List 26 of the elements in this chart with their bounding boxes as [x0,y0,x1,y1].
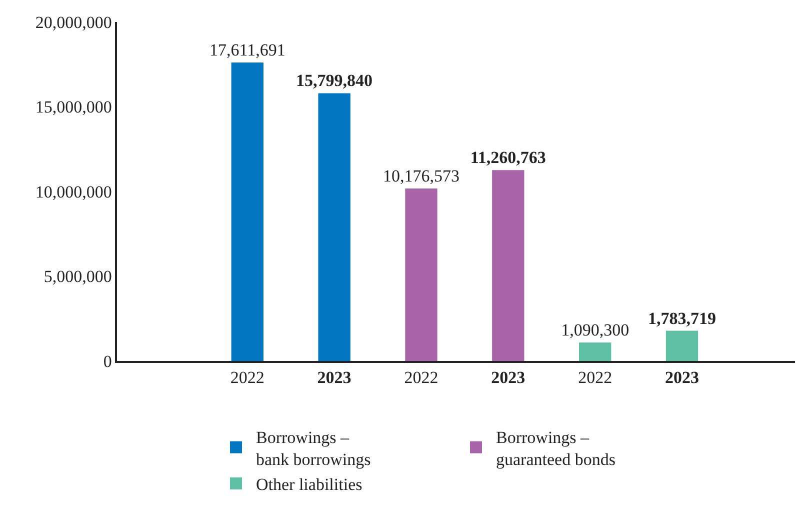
legend-label: Borrowings – bank borrowings [256,428,371,469]
y-tick-label: 20,000,000 [35,12,112,32]
bar [231,62,264,361]
legend-label: Borrowings – guaranteed bonds [496,428,616,469]
data-label: 1,090,300 [561,320,630,340]
y-tick-label: 15,000,000 [35,98,112,117]
x-tick-label: 2022 [578,368,612,388]
data-label: 17,611,691 [209,40,286,60]
x-tick-label: 2023 [317,368,352,388]
data-label: 15,799,840 [296,71,373,90]
data-label: 10,176,573 [382,166,460,186]
data-label: 1,783,719 [648,308,716,328]
bar [405,188,438,361]
bar [666,330,698,361]
y-tick-label: 0 [103,352,112,371]
legend-label: Other liabilities [256,475,362,494]
bar [579,342,612,361]
bar [492,170,524,361]
bar [318,93,350,361]
data-label: 11,260,763 [470,148,546,168]
x-tick-label: 2022 [230,368,264,388]
x-tick-label: 2022 [404,368,438,388]
y-tick-label: 10,000,000 [35,182,112,202]
y-tick-label: 5,000,000 [44,267,112,286]
x-tick-label: 2023 [665,368,699,388]
x-tick-label: 2023 [491,368,526,388]
